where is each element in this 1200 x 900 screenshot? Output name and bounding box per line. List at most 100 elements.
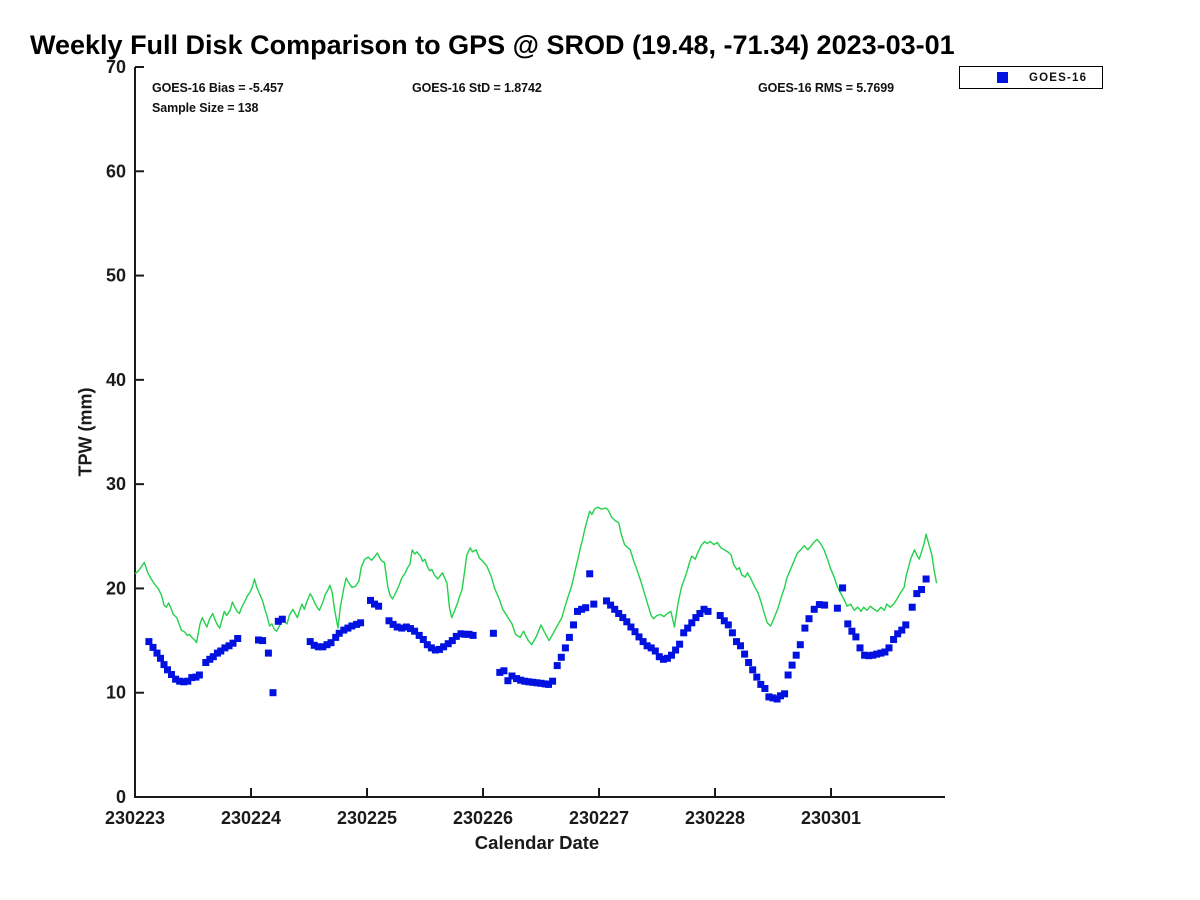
goes16-data-point [680,629,688,637]
goes16-data-point [885,644,893,652]
goes16-data-point [553,662,561,670]
goes16-data-point [335,629,343,637]
goes16-data-point [894,630,902,638]
goes16-data-point [385,617,393,625]
goes16-data-point [153,649,161,657]
goes16-data-point [635,633,643,641]
goes16-data-point [149,643,157,651]
goes16-data-point [357,619,365,627]
goes16-data-point [452,632,460,640]
y-tick-label: 10 [106,683,126,703]
goes16-data-point [489,629,497,637]
goes16-data-point [741,650,749,658]
goes16-data-point [908,603,916,611]
x-tick-label: 230227 [569,808,629,828]
goes16-data-point [688,619,696,627]
goes16-data-point [769,694,777,702]
goes16-data-point [676,640,684,648]
goes16-data-point [619,614,627,622]
goes16-data-point [500,667,508,675]
goes16-data-point [749,666,757,674]
goes16-data-point [856,644,864,652]
goes16-data-point [844,620,852,628]
x-tick-label: 230224 [221,808,281,828]
goes16-data-point [582,604,590,612]
y-tick-label: 50 [106,266,126,286]
goes16-data-point [274,617,282,625]
goes16-data-point [176,677,184,685]
goes16-data-point [348,622,356,630]
goes16-data-point [259,637,267,645]
stat-sample-size: Sample Size = 138 [152,101,259,115]
goes16-data-point [668,651,675,659]
goes16-data-point [788,661,796,669]
goes16-data-point [692,614,700,622]
goes16-data-point [314,643,322,651]
goes16-data-point [700,605,708,613]
goes16-data-point [340,626,348,634]
goes16-data-point [423,641,431,649]
goes16-data-point [234,635,242,642]
goes16-data-point [647,644,655,652]
goes16-data-point [393,623,401,631]
goes16-data-point [733,638,740,646]
goes16-data-point [327,639,335,647]
goes16-data-point [865,652,873,660]
goes16-data-point [184,677,192,685]
goes16-data-point [607,601,615,609]
goes16-data-point [180,678,188,686]
goes16-data-point [221,644,229,652]
goes16-data-point [902,621,910,629]
goes16-data-point [565,633,573,641]
x-axis-label: Calendar Date [474,832,600,853]
goes16-data-point [848,627,856,635]
goes16-data-point [310,641,318,649]
legend-label: GOES-16 [1029,71,1088,84]
goes16-data-point [521,677,529,685]
goes16-data-point [172,675,180,683]
goes16-data-point [402,623,410,631]
goes16-data-point [195,671,203,679]
x-tick-label: 230228 [685,808,745,828]
goes16-data-point [737,642,744,650]
goes16-data-point [672,646,680,654]
goes16-data-point [877,649,885,657]
goes16-data-point [513,675,521,683]
goes16-data-point [839,584,847,592]
goes16-data-point [332,633,340,641]
goes16-data-point [724,621,732,629]
goes16-data-point [255,636,262,644]
goes16-data-point [570,621,577,629]
goes16-data-point [815,601,823,609]
goes16-data-point [777,692,784,700]
goes16-data-point [353,620,361,628]
goes16-data-point [704,607,712,615]
goes16-data-point [561,644,569,652]
goes16-data-point [869,651,877,659]
goes16-data-point [465,630,473,638]
y-tick-label: 20 [106,578,126,598]
goes16-data-point [663,654,671,662]
y-tick-label: 0 [116,787,126,807]
x-tick-label: 230301 [801,808,861,828]
goes16-data-point [611,605,619,613]
goes16-data-point [436,645,443,653]
goes16-data-point [720,617,728,625]
goes16-data-point [537,679,545,687]
gps-line-series [134,506,938,646]
goes16-data-point [684,624,692,632]
x-tick-label: 230226 [453,808,513,828]
goes16-data-point [496,668,504,676]
goes16-data-point [881,648,889,656]
goes16-data-point [427,644,435,652]
goes16-data-point [623,618,631,626]
goes16-data-point [655,653,663,661]
goes16-data-point [157,654,164,662]
y-tick-label: 70 [106,57,126,77]
goes16-data-point [821,601,829,609]
goes16-data-point [217,647,225,655]
y-tick-label: 30 [106,474,126,494]
goes16-data-point [757,680,765,688]
goes16-data-point [890,636,898,643]
